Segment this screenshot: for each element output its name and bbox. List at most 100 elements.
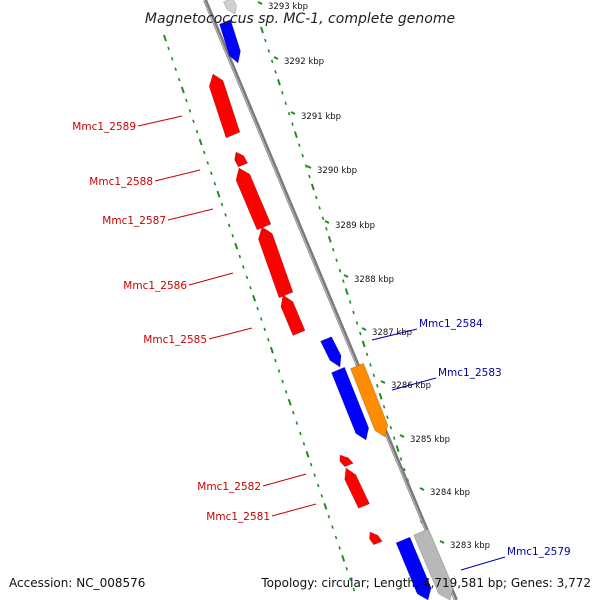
grid-dot xyxy=(163,34,167,42)
grid-dot xyxy=(284,390,288,394)
grid-dot xyxy=(277,369,281,373)
gene-label-reverse: Mmc1_2587 xyxy=(102,215,166,227)
kbp-scale: 3293 kbp 3292 kbp 3291 kbp 3290 kbp 3289 kbp… xyxy=(257,1,490,551)
grid-dot xyxy=(335,258,338,262)
grid-dot xyxy=(277,78,281,86)
grid-dot xyxy=(256,306,259,311)
grid-dot xyxy=(188,109,192,113)
grid-dot xyxy=(263,327,267,332)
gene-label-reverse: Mmc1_2585 xyxy=(143,334,207,346)
grid-dot xyxy=(167,46,170,51)
grid-dot xyxy=(293,131,298,138)
grid-dot xyxy=(376,384,379,388)
gene-arrow xyxy=(219,19,241,64)
grid-dot xyxy=(301,153,304,158)
reverse-strand-grid-dots xyxy=(163,34,356,592)
grid-dot xyxy=(292,410,295,415)
gene-arrow xyxy=(222,0,237,15)
gene-arrow xyxy=(331,366,370,441)
grid-dot xyxy=(210,171,213,176)
grid-dot xyxy=(220,202,224,207)
grid-dot xyxy=(334,535,338,540)
kbp-tick-label: 3289 kbp xyxy=(335,221,375,231)
gene-features xyxy=(208,0,454,600)
grid-dot xyxy=(309,462,313,467)
grid-dot xyxy=(192,119,195,124)
grid-dot xyxy=(274,358,277,363)
grid-dot xyxy=(355,321,359,325)
kbp-tick xyxy=(324,220,330,224)
grid-dot xyxy=(342,279,345,283)
grid-dot xyxy=(310,183,315,191)
kbp-tick-label: 3293 kbp xyxy=(268,2,308,12)
grid-dot xyxy=(341,554,346,562)
kbp-tick-label: 3291 kbp xyxy=(301,112,341,122)
grid-dot xyxy=(395,445,400,452)
gene-label-forward: Mmc1_2584 xyxy=(419,318,483,330)
genome-backbone xyxy=(203,0,458,600)
grid-dot xyxy=(298,143,301,147)
grid-dot xyxy=(352,587,356,592)
grid-dot xyxy=(304,164,308,168)
grid-dot xyxy=(202,150,206,155)
gene-arrow xyxy=(395,536,432,600)
grid-dot xyxy=(264,38,267,43)
grid-dot xyxy=(216,190,221,198)
grid-dot xyxy=(338,546,341,550)
grid-dot xyxy=(369,363,372,367)
grid-dot xyxy=(348,300,352,304)
gene-label-reverse: Mmc1_2589 xyxy=(72,121,136,133)
kbp-tick xyxy=(290,111,296,115)
grid-dot xyxy=(349,577,352,581)
grid-dot xyxy=(325,227,328,231)
grid-dot xyxy=(174,67,177,71)
grid-dot xyxy=(386,415,389,419)
gene-arrow xyxy=(339,454,354,468)
grid-dot xyxy=(320,494,324,498)
gene-arrow xyxy=(350,362,389,438)
grid-dot xyxy=(399,457,403,461)
grid-dot xyxy=(287,111,291,116)
grid-dot xyxy=(260,26,264,34)
grid-dot xyxy=(323,502,328,510)
kbp-tick xyxy=(399,434,405,438)
kbp-tick xyxy=(419,487,425,491)
grid-dot xyxy=(227,223,231,228)
grid-dot xyxy=(267,338,270,342)
grid-dot xyxy=(267,49,271,53)
grid-dot xyxy=(372,373,376,378)
kbp-tick xyxy=(273,56,279,60)
label-leader-line xyxy=(262,473,307,487)
grid-dot xyxy=(389,425,393,430)
grid-dot xyxy=(177,77,181,82)
kbp-tick-label: 3284 kbp xyxy=(430,488,470,498)
grid-dot xyxy=(198,138,203,146)
label-leader-line xyxy=(391,377,437,391)
grid-dot xyxy=(327,235,332,243)
grid-dot xyxy=(287,398,292,406)
grid-dot xyxy=(238,254,242,259)
grid-dot xyxy=(245,275,249,280)
gene-label-reverse: Mmc1_2581 xyxy=(206,511,270,523)
kbp-tick xyxy=(439,540,445,544)
grid-dot xyxy=(170,57,174,61)
grid-dot xyxy=(331,247,335,252)
gene-arrow xyxy=(280,294,306,336)
grid-dot xyxy=(299,431,302,436)
grid-dot xyxy=(249,285,252,290)
label-leader-line xyxy=(188,272,234,286)
gene-labels: Mmc1_2589 Mmc1_2588 Mmc1_2587 Mmc1_2586 Mmc1… xyxy=(72,115,571,571)
kbp-tick-label: 3286 kbp xyxy=(391,381,431,391)
grid-dot xyxy=(269,346,274,354)
grid-dot xyxy=(180,86,185,94)
gene-arrow xyxy=(344,467,370,509)
grid-dot xyxy=(345,566,348,571)
label-leader-line xyxy=(208,327,253,340)
grid-dot xyxy=(305,450,310,458)
map-title: Magnetococcus sp. MC-1, complete genome xyxy=(145,11,455,27)
grid-dot xyxy=(291,122,294,126)
kbp-tick xyxy=(343,274,349,278)
grid-dot xyxy=(313,473,316,477)
gene-arrow xyxy=(413,528,454,600)
